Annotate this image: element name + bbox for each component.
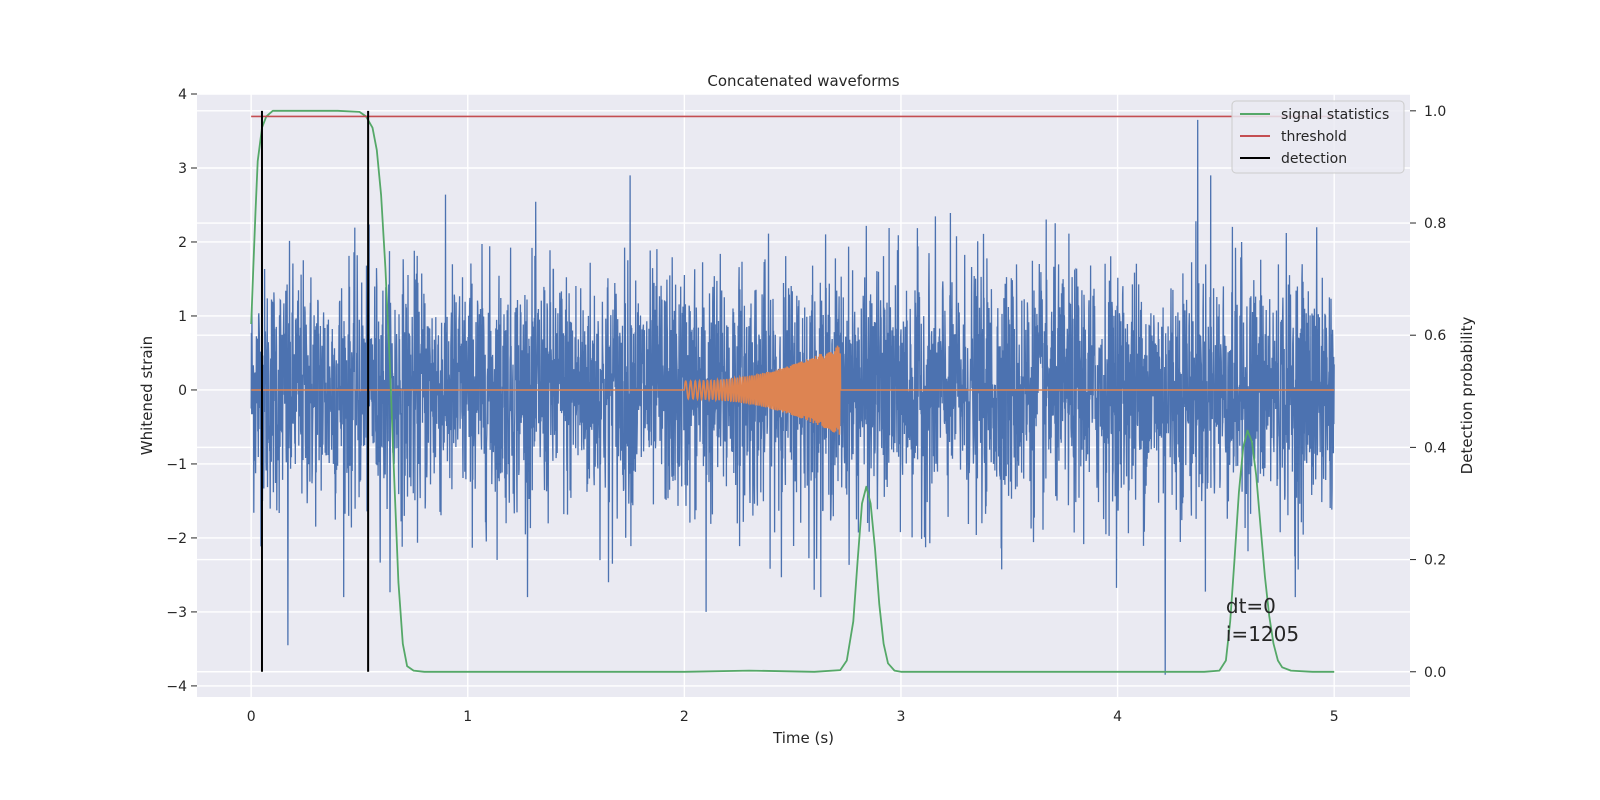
legend-label: threshold (1281, 129, 1347, 145)
y-tick-label: 1 (178, 309, 187, 325)
strain-series-line (250, 119, 1335, 675)
y2-tick-label: 0.8 (1424, 216, 1446, 232)
signal-statistics-line (250, 109, 1335, 673)
annotation-dt: dt=0 (1226, 594, 1276, 618)
x-tick-label: 1 (463, 709, 472, 725)
annotation-index: i=1205 (1226, 622, 1299, 646)
y-axis-label: Whitened strain (138, 336, 156, 455)
y-tick-label: −1 (166, 457, 187, 473)
y2-tick-label: 0.2 (1424, 553, 1446, 569)
chart-title: Concatenated waveforms (707, 72, 899, 90)
y-tick-label: −2 (166, 531, 187, 547)
axes: 0 1 2 3 4 5 −4 −3 −2 −1 0 1 2 3 4 0.0 0.2 0.4 0.6 0.8 1.0 (166, 87, 1446, 725)
x-tick-label: 5 (1330, 709, 1339, 725)
y2-tick-label: 0.6 (1424, 328, 1446, 344)
legend-entries: signal statistics threshold detection (1240, 107, 1389, 167)
legend-box (1231, 100, 1405, 174)
x-tick-label: 0 (247, 709, 256, 725)
x-axis-label: Time (s) (772, 729, 834, 747)
legend-label: detection (1281, 151, 1347, 167)
y2-axis-label: Detection probability (1458, 317, 1476, 475)
x-tick-label: 4 (1113, 709, 1122, 725)
waveform-series-line (251, 345, 1335, 435)
legend-label: signal statistics (1281, 107, 1389, 123)
x-tick-label: 3 (897, 709, 906, 725)
y2-tick-label: 1.0 (1424, 104, 1446, 120)
series-layer (250, 109, 1335, 675)
y2-tick-label: 0.4 (1424, 440, 1446, 456)
y-tick-label: 2 (178, 235, 187, 251)
legend: signal statistics threshold detection (1231, 100, 1405, 174)
y-tick-label: 0 (178, 383, 187, 399)
y2-tick-label: 0.0 (1424, 665, 1446, 681)
y-tick-label: 4 (178, 87, 187, 103)
y-tick-label: −4 (166, 679, 187, 695)
y-tick-label: 3 (178, 161, 187, 177)
x-tick-label: 2 (680, 709, 689, 725)
y-tick-label: −3 (166, 605, 187, 621)
